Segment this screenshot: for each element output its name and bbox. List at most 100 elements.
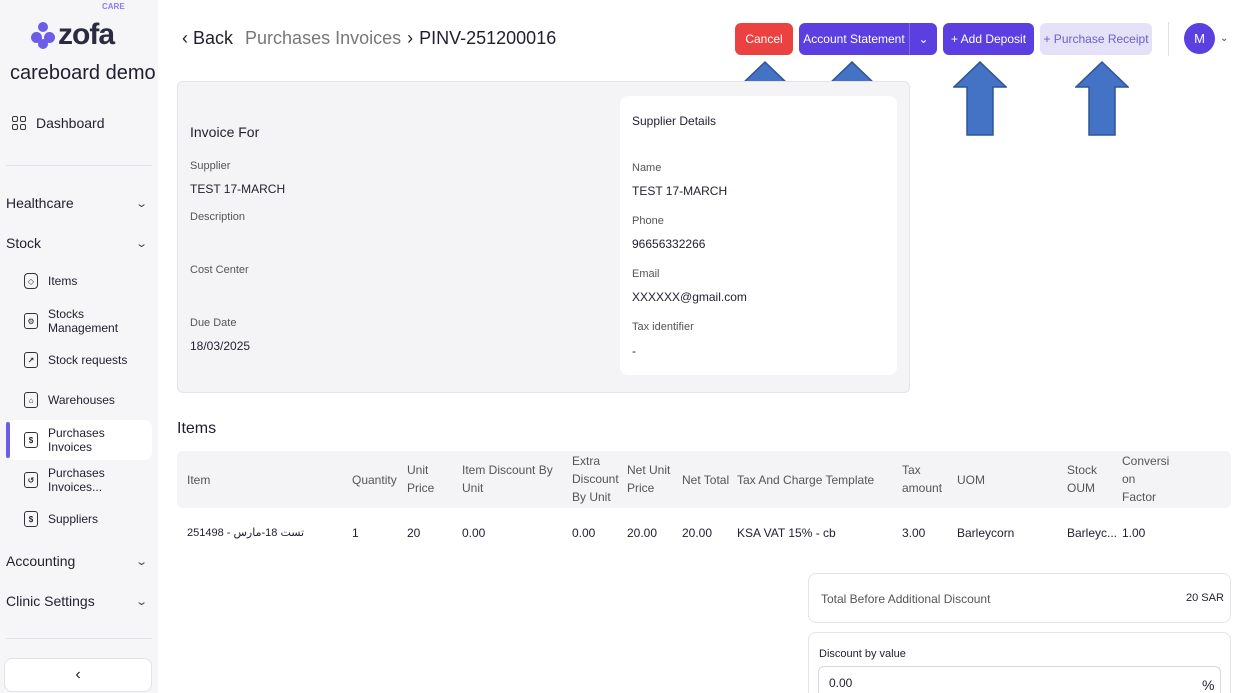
logo: zofa xyxy=(30,18,115,52)
cell-extra-discount: 0.00 xyxy=(572,526,596,540)
items-title: Items xyxy=(177,420,217,437)
sidebar-item-suppliers[interactable]: $ Suppliers xyxy=(24,509,150,529)
sidebar-item-label: Stock requests xyxy=(48,353,128,367)
cost-center-label: Cost Center xyxy=(190,264,249,276)
sidebar-section-clinic-settings[interactable]: Clinic Settings ⌄ xyxy=(6,593,148,609)
column-header-stock-oum: Stock OUM xyxy=(1067,463,1098,495)
sidebar-section-healthcare[interactable]: Healthcare ⌄ xyxy=(6,195,148,211)
sidebar-item-warehouses[interactable]: ⌂ Warehouses xyxy=(24,390,150,410)
supplier-dollar-icon: $ xyxy=(24,511,38,527)
active-item-indicator xyxy=(6,422,10,458)
cell-stock-oum: Barleyc... xyxy=(1067,526,1118,540)
purchase-receipt-button[interactable]: + Purchase Receipt xyxy=(1040,23,1152,55)
column-header-unit-price: Unit Price xyxy=(407,463,435,495)
tax-identifier-value: - xyxy=(632,344,636,358)
chevron-left-icon: ‹ xyxy=(182,28,193,48)
name-label: Name xyxy=(632,162,662,174)
cell-conversion-factor: 1.00 xyxy=(1122,526,1146,540)
sidebar-section-label: Stock xyxy=(6,235,42,251)
due-date-value: 18/03/2025 xyxy=(190,339,251,353)
column-header-extra-discount: Extra Discount By Unit xyxy=(572,454,619,504)
column-header-quantity: Quantity xyxy=(352,473,397,487)
cell-net-unit-price: 20.00 xyxy=(627,526,658,540)
cell-tax-template: KSA VAT 15% - cb xyxy=(737,526,836,540)
chevron-right-icon: › xyxy=(407,28,414,48)
sidebar-collapse-button[interactable]: ‹ xyxy=(4,658,152,692)
column-header-item-discount: Item Discount By Unit xyxy=(462,463,553,495)
header-divider xyxy=(1168,22,1169,56)
cube-icon: ◇ xyxy=(24,273,38,289)
breadcrumb-purchases-invoices[interactable]: Purchases Invoices xyxy=(245,28,402,48)
name-value: TEST 17-MARCH xyxy=(632,184,728,198)
avatar[interactable]: M xyxy=(1184,23,1215,54)
sidebar-item-label: Warehouses xyxy=(48,393,115,407)
chevron-down-icon: ⌄ xyxy=(134,595,148,608)
dashboard-icon xyxy=(12,116,26,130)
sidebar-section-label: Accounting xyxy=(6,553,76,569)
page-title: PINV-251200016 xyxy=(419,28,557,48)
column-header-conversion-factor: Conversi on Factor xyxy=(1122,454,1170,504)
chevron-down-icon: ⌄ xyxy=(134,555,148,568)
sidebar-item-label: Stocks Management xyxy=(48,307,119,335)
logo-badge: CARE xyxy=(102,2,125,11)
total-before-discount-label: Total Before Additional Discount xyxy=(821,592,991,606)
sidebar-item-label: Purchases Invoices xyxy=(48,426,105,454)
cancel-button[interactable]: Cancel xyxy=(735,23,793,55)
sidebar: zofa CARE careboard demo Dashboard Healt… xyxy=(0,0,158,693)
warehouse-icon: ⌂ xyxy=(24,392,38,408)
discount-input[interactable] xyxy=(818,666,1221,693)
sidebar-item-label: Purchases Invoices... xyxy=(48,466,105,494)
sidebar-section-stock[interactable]: Stock ⌄ xyxy=(6,235,148,251)
email-label: Email xyxy=(632,268,660,280)
supplier-value: TEST 17-MARCH xyxy=(190,182,286,196)
sidebar-item-label: Dashboard xyxy=(36,115,105,131)
sidebar-item-items[interactable]: ◇ Items xyxy=(24,271,150,291)
sidebar-item-purchases-invoices[interactable]: $ Purchases Invoices xyxy=(24,426,150,454)
sidebar-item-stocks-management[interactable]: ⚙ Stocks Management xyxy=(24,307,150,335)
box-arrow-icon: ↗ xyxy=(24,352,38,368)
sidebar-section-accounting[interactable]: Accounting ⌄ xyxy=(6,553,148,569)
supplier-details-card xyxy=(620,96,897,375)
chevron-down-icon: ⌄ xyxy=(134,237,148,250)
add-deposit-button[interactable]: + Add Deposit xyxy=(943,23,1034,55)
column-header-item: Item xyxy=(187,473,211,487)
invoice-return-icon: ↺ xyxy=(24,472,38,488)
sidebar-section-label: Clinic Settings xyxy=(6,593,95,609)
chevron-down-icon[interactable]: ⌄ xyxy=(1220,33,1229,44)
phone-value: 96656332266 xyxy=(632,237,706,251)
chevron-down-icon: ⌄ xyxy=(134,197,148,210)
cell-item: 251498 - تست 18-مارس xyxy=(187,527,305,539)
description-label: Description xyxy=(190,211,246,223)
sidebar-section-label: Healthcare xyxy=(6,195,74,211)
account-statement-dropdown[interactable]: ⌄ xyxy=(909,23,937,55)
column-header-tax-amount: Tax amount xyxy=(902,463,943,495)
column-header-tax-template: Tax And Charge Template xyxy=(737,473,875,487)
arrow-up-icon xyxy=(1075,61,1129,136)
cell-net-total: 20.00 xyxy=(682,526,713,540)
phone-label: Phone xyxy=(632,215,664,227)
sidebar-item-purchases-invoices-returns[interactable]: ↺ Purchases Invoices... xyxy=(24,466,150,494)
sidebar-item-dashboard[interactable]: Dashboard xyxy=(12,115,105,131)
sidebar-item-label: Items xyxy=(48,274,78,288)
account-statement-button[interactable]: Account Statement xyxy=(799,23,909,55)
discount-label: Discount by value xyxy=(819,648,906,660)
supplier-details-title: Supplier Details xyxy=(632,114,717,128)
logo-text: zofa xyxy=(58,18,115,51)
sidebar-item-label: Suppliers xyxy=(48,512,99,526)
invoice-for-title: Invoice For xyxy=(190,124,260,140)
tax-identifier-label: Tax identifier xyxy=(632,321,694,333)
cell-uom: Barleycorn xyxy=(957,526,1015,540)
invoice-dollar-icon: $ xyxy=(24,432,38,448)
column-header-uom: UOM xyxy=(957,473,985,487)
column-header-net-unit-price: Net Unit Price xyxy=(627,463,671,495)
total-before-discount-card xyxy=(808,573,1231,623)
sidebar-item-stock-requests[interactable]: ↗ Stock requests xyxy=(24,350,150,370)
chevron-left-icon: ‹ xyxy=(75,666,81,683)
org-name: careboard demo xyxy=(10,62,156,84)
column-header-net-total: Net Total xyxy=(682,473,730,487)
supplier-label: Supplier xyxy=(190,160,231,172)
due-date-label: Due Date xyxy=(190,317,237,329)
back-button[interactable]: ‹ Back xyxy=(182,28,234,48)
percent-toggle[interactable]: % xyxy=(1202,677,1215,693)
email-value: XXXXXX@gmail.com xyxy=(632,290,747,304)
